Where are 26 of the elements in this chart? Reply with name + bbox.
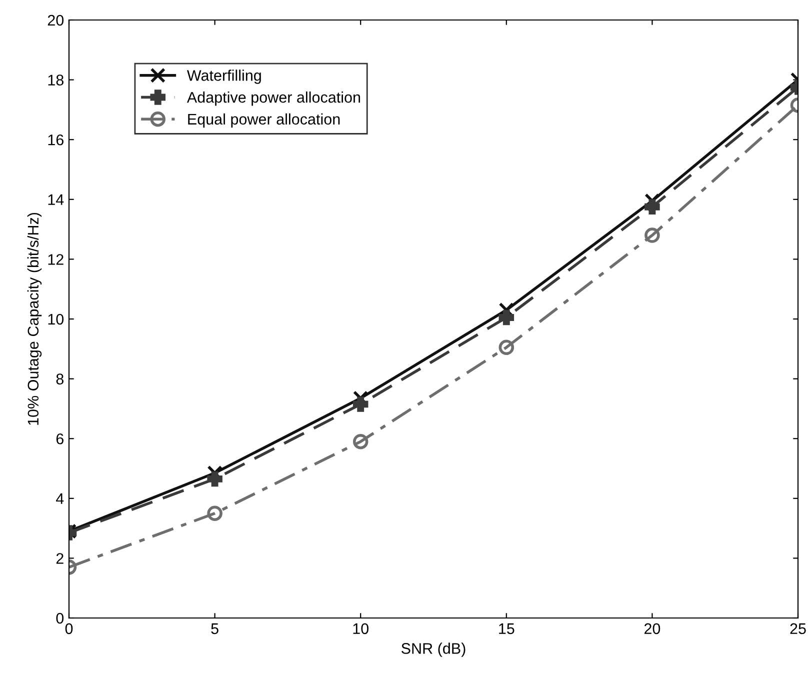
point bbox=[498, 310, 514, 326]
legend-label: Adaptive power allocation bbox=[186, 92, 360, 106]
y-tick-label: 4 bbox=[56, 493, 64, 504]
y-tick-label: 18 bbox=[48, 74, 64, 86]
x-tick-label: 5 bbox=[211, 623, 218, 634]
y-tick-label: 10 bbox=[48, 314, 64, 325]
y-tick-label: 20 bbox=[48, 14, 64, 26]
y-tick-label: 6 bbox=[56, 433, 64, 444]
y-tick-label: 16 bbox=[48, 134, 64, 146]
x-tick-label: 0 bbox=[65, 623, 73, 634]
x-tick-label: 10 bbox=[353, 623, 368, 634]
y-tick-label: 14 bbox=[48, 194, 64, 205]
y-tick-label: 2 bbox=[56, 553, 64, 564]
legend-label: Waterfilling bbox=[186, 70, 261, 84]
point bbox=[498, 340, 514, 356]
point bbox=[352, 434, 368, 450]
y-tick-label: 12 bbox=[48, 254, 64, 265]
legend-label: Equal power allocation bbox=[188, 113, 340, 128]
x-tick-label: 25 bbox=[790, 623, 806, 634]
x-tick-label: 15 bbox=[499, 623, 514, 634]
x-axis-title: SNR (dB) bbox=[402, 642, 466, 657]
y-axis-title: 10% Outage Capacity (bit/s/Hz) bbox=[27, 212, 42, 425]
x-tick-label: 20 bbox=[644, 623, 660, 634]
y-tick-label: 8 bbox=[56, 374, 64, 384]
y-tick-label: 0 bbox=[56, 612, 64, 624]
point bbox=[352, 396, 368, 412]
